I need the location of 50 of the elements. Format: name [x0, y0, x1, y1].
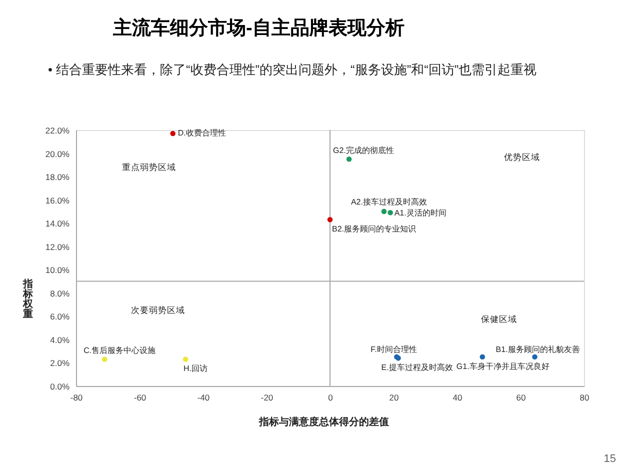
x-tick-label: 60 — [516, 392, 526, 402]
x-tick-label: -80 — [70, 392, 83, 402]
y-axis-title: 指标权重 — [22, 278, 34, 320]
chart-title: 主流车细分市场-自主品牌表现分析 — [112, 17, 404, 39]
x-tick-label: 80 — [580, 392, 590, 402]
annotation: A1.灵活的时间 — [394, 208, 446, 218]
point — [327, 216, 333, 222]
annotation: 次要弱势区域 — [131, 305, 185, 315]
point — [532, 354, 538, 360]
point — [170, 130, 176, 136]
annotation: G2.完成的彻底性 — [333, 146, 394, 156]
annotation: D.收费合理性 — [178, 128, 226, 138]
y-tick-label: 16.0% — [45, 195, 70, 206]
x-tick-label: -60 — [134, 392, 146, 402]
annotation: F.时间合理性 — [370, 344, 417, 354]
y-tick-label: 22.0% — [45, 126, 70, 136]
chart-subtitle: • 结合重要性来看，除了“收费合理性”的突出问题外，“服务设施”和“回访”也需引起重视 — [48, 62, 537, 77]
point — [182, 356, 188, 362]
annotation: C.售后服务中心设施 — [84, 346, 156, 356]
point — [480, 354, 486, 360]
y-tick-label: 2.0% — [50, 358, 70, 368]
annotation: B1.服务顾问的礼貌友善 — [496, 344, 580, 354]
x-tick-label: 40 — [452, 392, 462, 402]
point — [381, 208, 387, 214]
annotation: E.提车过程及时高效 — [381, 363, 453, 372]
y-tick-label: 12.0% — [45, 242, 70, 252]
y-tick-label: 18.0% — [45, 172, 70, 182]
annotation: 重点弱势区域 — [122, 162, 176, 172]
annotation: 保健区域 — [481, 314, 517, 324]
text: 15 — [604, 453, 616, 465]
x-tick-label: 20 — [389, 392, 399, 402]
point — [346, 156, 352, 162]
y-tick-label: 8.0% — [50, 288, 70, 298]
x-tick-label: -40 — [197, 392, 210, 402]
annotation: B2.服务顾问的专业知识 — [332, 224, 416, 234]
y-tick-label: 0.0% — [50, 382, 70, 392]
annotation: G1.车身干净并且车况良好 — [456, 362, 550, 371]
annotation: 优势区域 — [504, 152, 540, 162]
y-tick-label: 4.0% — [50, 334, 70, 345]
point — [388, 210, 393, 216]
annotation: H.回访 — [184, 364, 208, 374]
y-tick-label: 14.0% — [45, 218, 70, 229]
x-axis-title: 指标与满意度总体得分的差值 — [258, 416, 389, 428]
x-tick-label: -20 — [260, 392, 274, 402]
y-tick-label: 20.0% — [45, 148, 70, 159]
point — [102, 356, 108, 362]
y-tick-label: 6.0% — [50, 312, 70, 322]
annotation: A2.接车过程及时高效 — [350, 197, 427, 206]
y-tick-label: 10.0% — [45, 265, 70, 276]
x-tick-label: 0 — [328, 392, 334, 402]
